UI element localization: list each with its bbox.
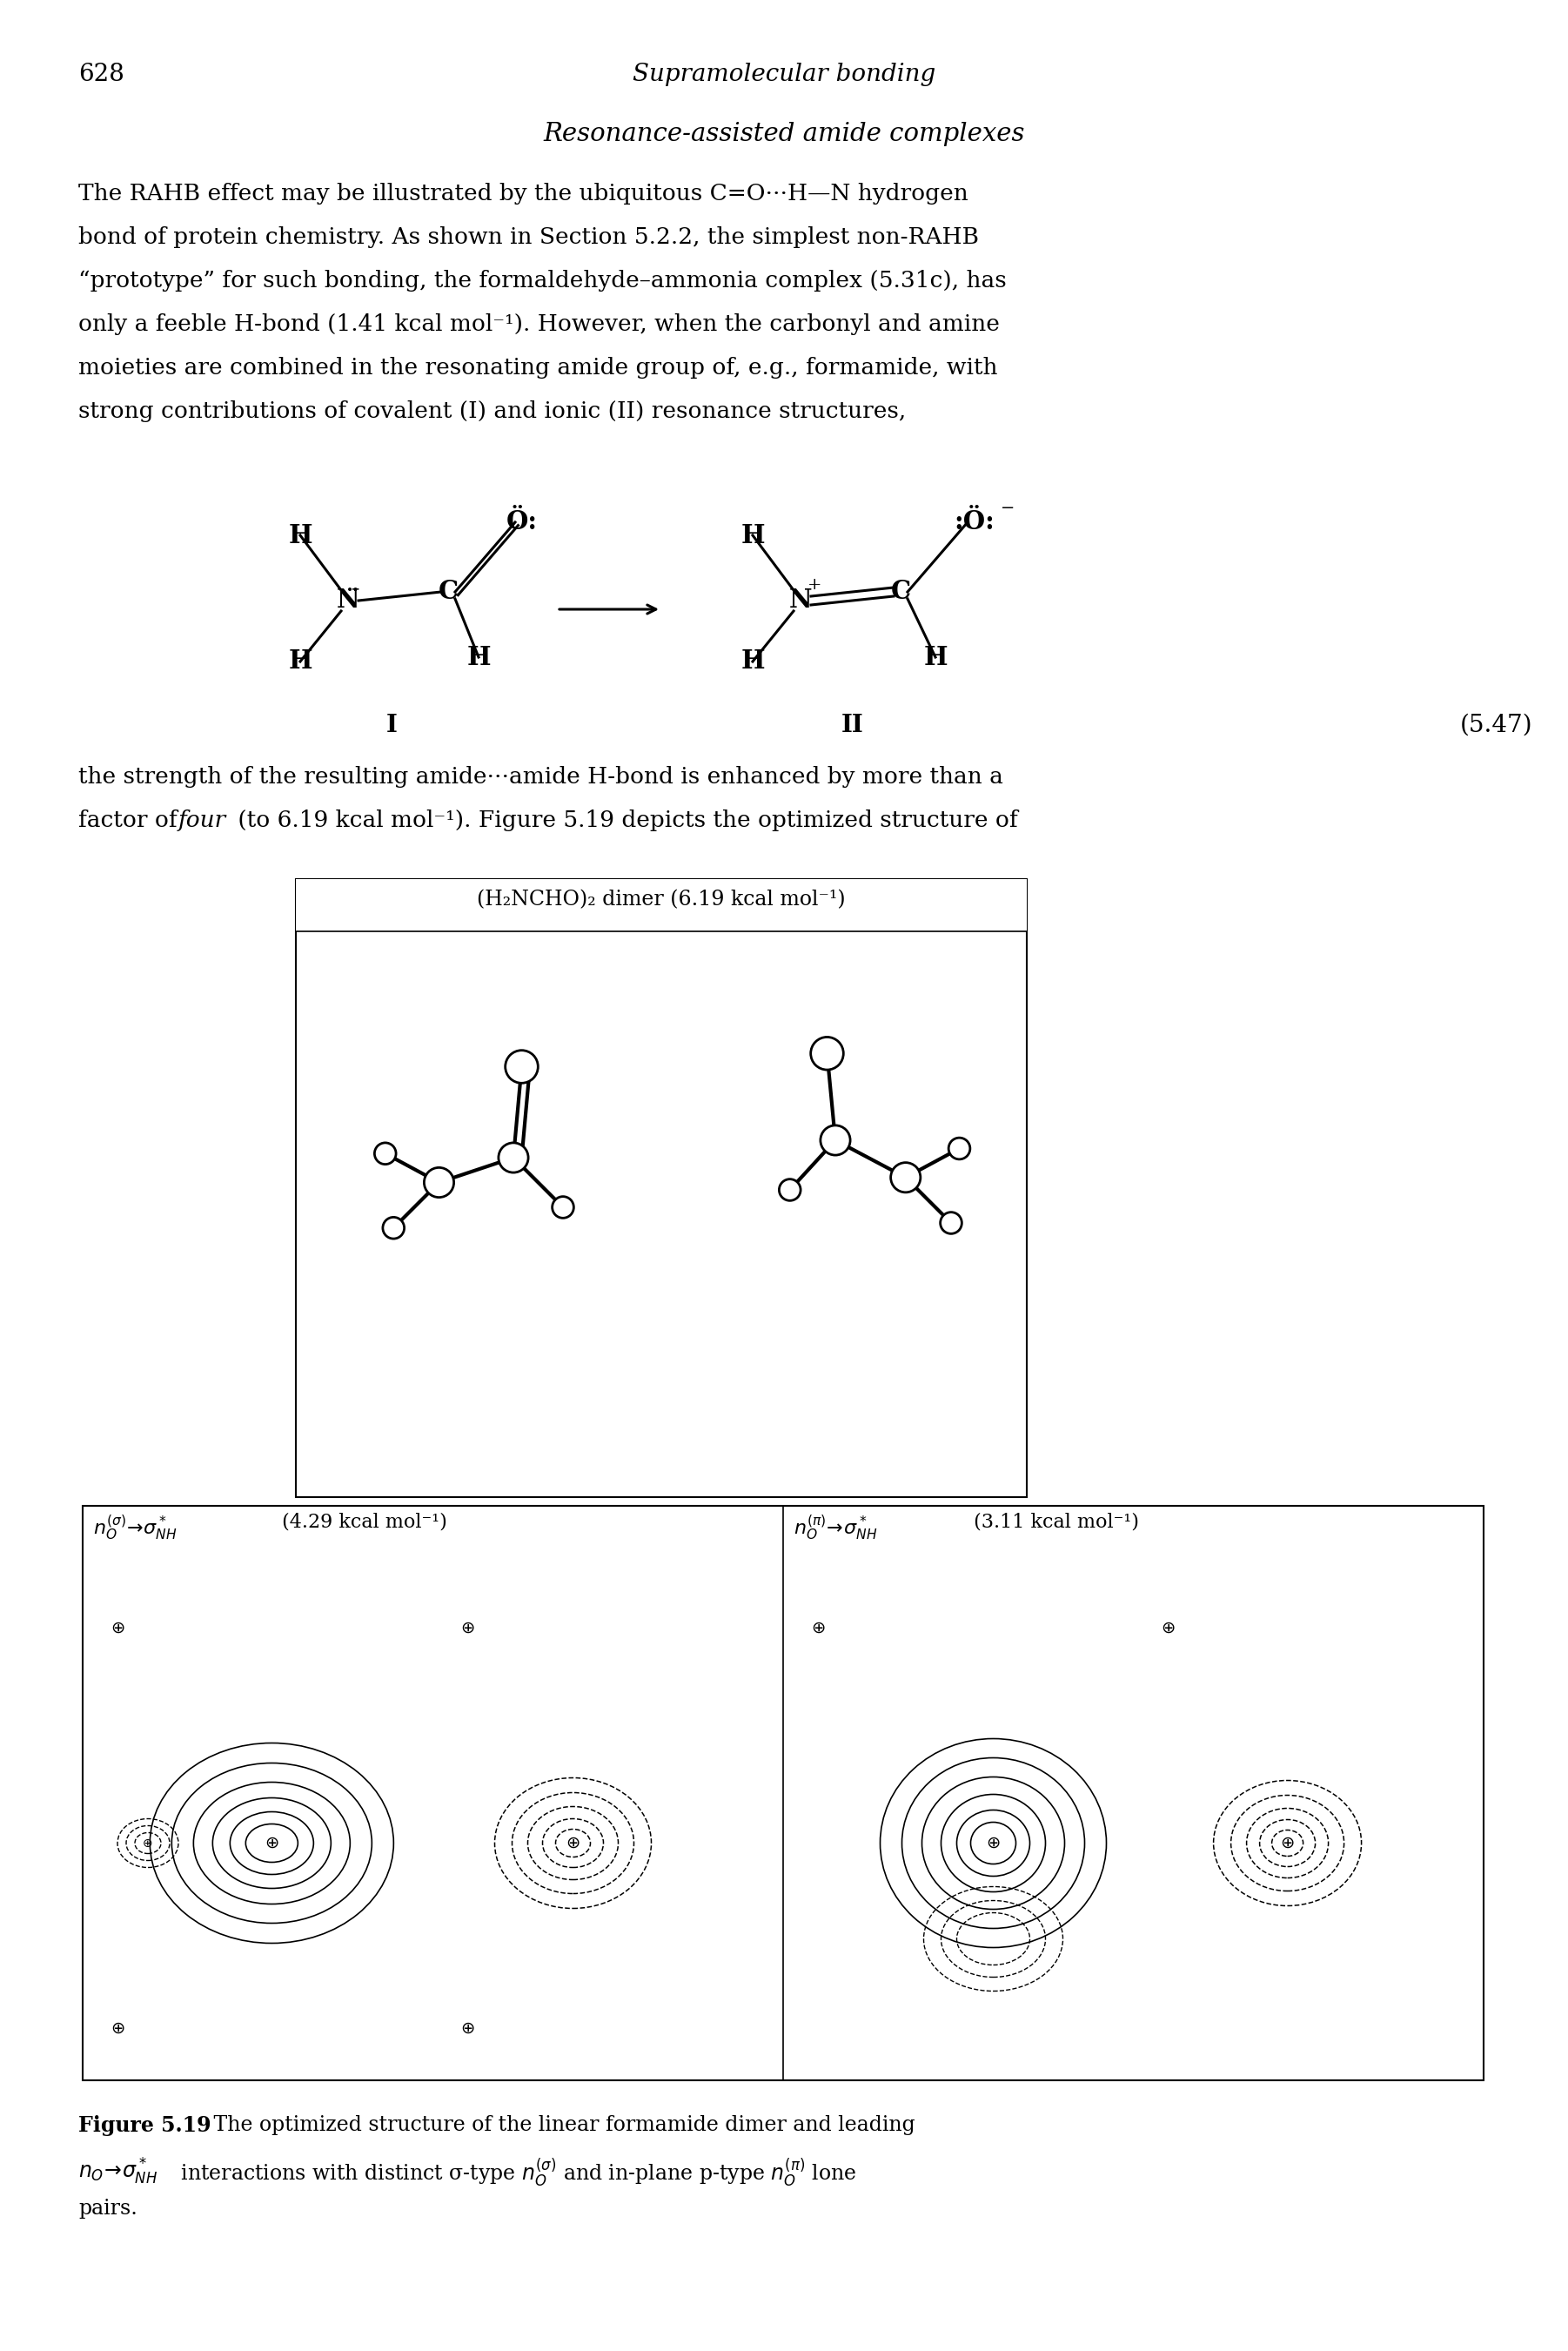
Circle shape: [941, 1213, 961, 1234]
Text: The RAHB effect may be illustrated by the ubiquitous C=O···H—N hydrogen: The RAHB effect may be illustrated by th…: [78, 183, 969, 205]
Text: H: H: [740, 522, 765, 548]
Text: ⊕: ⊕: [1162, 1620, 1176, 1636]
Text: C: C: [891, 578, 911, 604]
Text: The optimized structure of the linear formamide dimer and leading: The optimized structure of the linear fo…: [207, 2116, 916, 2135]
Text: Ö:: Ö:: [506, 510, 538, 536]
Text: (4.29 kcal mol⁻¹): (4.29 kcal mol⁻¹): [276, 1512, 447, 1533]
Text: −: −: [1000, 501, 1014, 517]
Bar: [296, 879, 1027, 931]
Text: II: II: [842, 715, 864, 738]
Text: the strength of the resulting amide···amide H-bond is enhanced by more than a: the strength of the resulting amide···am…: [78, 766, 1004, 788]
Circle shape: [383, 1218, 405, 1239]
Bar: [296, 879, 1027, 1498]
Text: (H₂NCHO)₂ dimer (6.19 kcal mol⁻¹): (H₂NCHO)₂ dimer (6.19 kcal mol⁻¹): [477, 889, 845, 910]
Text: (3.11 kcal mol⁻¹): (3.11 kcal mol⁻¹): [967, 1512, 1138, 1533]
Text: Figure 5.19: Figure 5.19: [78, 2116, 212, 2137]
Circle shape: [499, 1143, 528, 1173]
Circle shape: [779, 1180, 801, 1201]
Text: ⊕: ⊕: [110, 1620, 124, 1636]
Text: factor of: factor of: [78, 809, 185, 832]
Circle shape: [949, 1138, 971, 1159]
Text: four: four: [179, 809, 226, 832]
Circle shape: [552, 1197, 574, 1218]
Circle shape: [891, 1164, 920, 1192]
Text: only a feeble H-bond (1.41 kcal mol⁻¹). However, when the carbonyl and amine: only a feeble H-bond (1.41 kcal mol⁻¹). …: [78, 313, 1000, 336]
Text: N̈: N̈: [337, 588, 359, 614]
Text: C: C: [437, 578, 458, 604]
Circle shape: [820, 1126, 850, 1154]
Text: interactions with distinct σ-type $n_O^{(\sigma)}$ and in-plane p-type $n_O^{(\p: interactions with distinct σ-type $n_O^{…: [174, 2156, 856, 2189]
Text: ⊕: ⊕: [811, 1620, 825, 1636]
Text: ⊕: ⊕: [986, 1834, 1000, 1850]
Text: H: H: [289, 522, 312, 548]
Text: $n_O^{(\pi)}\!\rightarrow\!\sigma_{NH}^*$: $n_O^{(\pi)}\!\rightarrow\!\sigma_{NH}^*…: [793, 1512, 878, 1542]
Circle shape: [423, 1168, 453, 1197]
Text: ⊕: ⊕: [265, 1834, 279, 1850]
Text: $n_O^{(\sigma)}\!\rightarrow\!\sigma_{NH}^*$: $n_O^{(\sigma)}\!\rightarrow\!\sigma_{NH…: [93, 1512, 177, 1542]
Text: bond of protein chemistry. As shown in Section 5.2.2, the simplest non-RAHB: bond of protein chemistry. As shown in S…: [78, 226, 978, 249]
Text: Resonance-assisted amide complexes: Resonance-assisted amide complexes: [543, 122, 1025, 146]
Text: $n_O\!\rightarrow\!\sigma_{NH}^*$: $n_O\!\rightarrow\!\sigma_{NH}^*$: [78, 2156, 158, 2186]
Text: Supramolecular bonding: Supramolecular bonding: [632, 63, 936, 87]
Text: (5.47): (5.47): [1460, 715, 1534, 738]
Text: ⊕: ⊕: [1281, 1834, 1295, 1850]
Circle shape: [375, 1143, 397, 1164]
Text: ⊕: ⊕: [461, 2020, 475, 2036]
Text: moieties are combined in the resonating amide group of, e.g., formamide, with: moieties are combined in the resonating …: [78, 357, 997, 379]
Text: pairs.: pairs.: [78, 2198, 138, 2219]
Text: N: N: [789, 588, 812, 614]
Text: ⊕: ⊕: [110, 2020, 124, 2036]
Text: 628: 628: [78, 63, 124, 87]
Text: :Ö:: :Ö:: [955, 510, 996, 536]
Bar: [83, 1507, 1483, 2081]
Text: H: H: [467, 644, 491, 670]
Text: ⊕: ⊕: [566, 1834, 580, 1850]
Text: ⊕: ⊕: [461, 1620, 475, 1636]
Text: H: H: [924, 644, 947, 670]
Text: H: H: [740, 649, 765, 675]
Text: +: +: [808, 576, 822, 592]
Text: strong contributions of covalent (I) and ionic (II) resonance structures,: strong contributions of covalent (I) and…: [78, 400, 906, 423]
Circle shape: [505, 1051, 538, 1084]
Text: I: I: [386, 715, 397, 738]
Circle shape: [811, 1037, 844, 1070]
Text: ⊕: ⊕: [143, 1836, 154, 1850]
Text: (to 6.19 kcal mol⁻¹). Figure 5.19 depicts the optimized structure of: (to 6.19 kcal mol⁻¹). Figure 5.19 depict…: [230, 809, 1018, 832]
Text: H: H: [289, 649, 312, 675]
Text: “prototype” for such bonding, the formaldehyde–ammonia complex (5.31c), has: “prototype” for such bonding, the formal…: [78, 270, 1007, 292]
